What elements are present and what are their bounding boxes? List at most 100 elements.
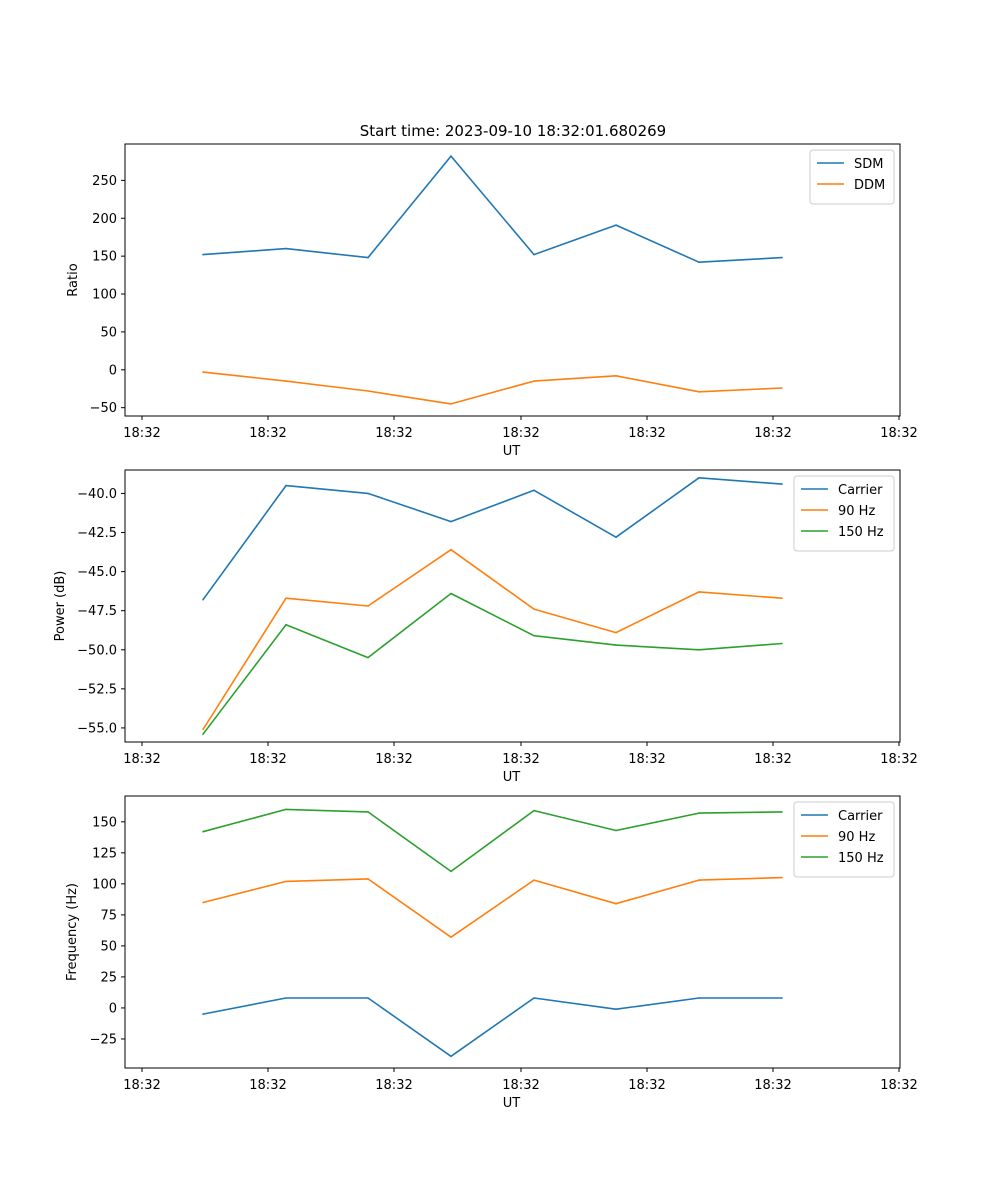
y-tick-label: 100 [92, 288, 117, 303]
x-tick-label: 18:32 [249, 426, 286, 441]
data-point-sdm [698, 261, 700, 264]
y-tick-label: 250 [92, 174, 117, 189]
data-point-ddm [615, 375, 617, 377]
subplot-frequency: −25 0 25 50 75 100 125 150 18:32 18:32 18:32 18:32 1… [65, 795, 918, 1111]
x-tick-label: 18:32 [249, 1078, 286, 1093]
data-point-90-hz [781, 876, 783, 879]
data-point-90-hz [698, 591, 700, 593]
y-tick-label: 50 [100, 325, 117, 340]
data-point-sdm [285, 247, 287, 250]
data-point-150-hz [367, 656, 369, 659]
data-point-150-hz [615, 644, 617, 646]
y-tick-label: 125 [92, 846, 117, 861]
data-point-carrier [450, 520, 452, 523]
data-point-carrier [698, 997, 700, 999]
legend-label-sdm: SDM [854, 157, 883, 172]
legend-label-carrier: Carrier [838, 809, 883, 824]
series-line-carrier [202, 997, 782, 1058]
y-tick-label: 200 [92, 212, 117, 227]
data-point-ddm [202, 371, 204, 373]
data-point-90-hz [285, 597, 287, 599]
x-axis-label: UT [503, 444, 521, 459]
data-point-150-hz [615, 829, 617, 832]
subplot-ratio: −50 0 50 100 150 200 250 18:32 18:32 18:32 18:32 18… [66, 143, 918, 459]
series-line-150-hz [202, 808, 783, 873]
data-point-150-hz [285, 624, 287, 626]
x-tick-label: 18:32 [502, 426, 539, 441]
series-line-90-hz [202, 876, 783, 939]
data-point-sdm [533, 253, 535, 256]
data-point-90-hz [367, 878, 369, 880]
data-point-carrier [533, 997, 535, 999]
x-tick-label: 18:32 [628, 752, 665, 767]
x-tick-label: 18:32 [754, 1078, 791, 1093]
y-tick-label: −52.5 [77, 682, 117, 697]
data-point-150-hz [533, 634, 535, 637]
y-axis-label: Ratio [66, 263, 81, 296]
series-line-ddm [202, 371, 783, 405]
y-tick-label: −25 [90, 1032, 117, 1047]
x-tick-label: 18:32 [375, 752, 412, 767]
data-point-carrier [367, 997, 369, 999]
data-point-150-hz [450, 870, 452, 873]
x-tick-label: 18:32 [754, 752, 791, 767]
data-point-sdm [781, 256, 783, 259]
data-point-carrier [285, 997, 287, 999]
y-tick-label: 0 [109, 363, 117, 378]
x-tick-label: 18:32 [123, 752, 160, 767]
data-point-150-hz [202, 830, 204, 833]
y-tick-label: −42.5 [77, 526, 117, 541]
subplot-power: −55.0 −52.5 −50.0 −47.5 −45.0 −42.5 −40.0 18:32… [53, 469, 918, 785]
data-point-90-hz [533, 879, 535, 881]
y-tick-label: −45.0 [77, 565, 117, 580]
data-point-carrier [698, 477, 700, 479]
data-point-carrier [781, 483, 783, 485]
data-point-carrier [367, 492, 369, 495]
x-tick-label: 18:32 [628, 1078, 665, 1093]
x-tick-label: 18:32 [375, 426, 412, 441]
legend-label-carrier: Carrier [838, 483, 883, 498]
series-line-sdm [202, 155, 783, 264]
y-tick-label: 100 [92, 877, 117, 892]
y-tick-label: 0 [109, 1001, 117, 1016]
data-point-carrier [615, 1008, 617, 1010]
data-point-150-hz [781, 811, 783, 813]
data-point-90-hz [450, 936, 452, 938]
data-point-sdm [615, 224, 617, 226]
x-tick-label: 18:32 [754, 426, 791, 441]
data-point-carrier [202, 1013, 204, 1015]
y-tick-label: −47.5 [77, 604, 117, 619]
x-tick-label: 18:32 [880, 752, 917, 767]
data-point-ddm [285, 380, 287, 382]
x-tick-label: 18:32 [249, 752, 286, 767]
data-point-ddm [367, 390, 369, 392]
legend-box [793, 475, 895, 552]
x-tick-label: 18:32 [123, 1078, 160, 1093]
data-point-150-hz [450, 592, 452, 595]
data-point-90-hz [367, 605, 369, 607]
data-point-90-hz [615, 631, 617, 634]
x-tick-label: 18:32 [502, 1078, 539, 1093]
x-tick-label: 18:32 [880, 1078, 917, 1093]
data-point-150-hz [698, 649, 700, 651]
y-tick-label: −50 [90, 401, 117, 416]
y-tick-label: 150 [92, 250, 117, 265]
data-point-90-hz [533, 608, 535, 610]
x-tick-label: 18:32 [375, 1078, 412, 1093]
data-point-sdm [202, 253, 204, 256]
x-tick-label: 18:32 [123, 426, 160, 441]
data-point-150-hz [367, 811, 369, 813]
axes-frame [124, 469, 901, 743]
axes-frame [124, 795, 901, 1069]
x-axis-label: UT [503, 770, 521, 785]
data-point-150-hz [285, 808, 287, 811]
data-point-ddm [533, 380, 535, 382]
x-tick-label: 18:32 [502, 752, 539, 767]
y-tick-label: −40.0 [77, 487, 117, 502]
data-point-90-hz [450, 548, 452, 551]
data-point-carrier [615, 536, 617, 538]
data-point-90-hz [615, 902, 617, 905]
data-point-carrier [202, 598, 204, 601]
y-tick-label: 50 [100, 939, 117, 954]
